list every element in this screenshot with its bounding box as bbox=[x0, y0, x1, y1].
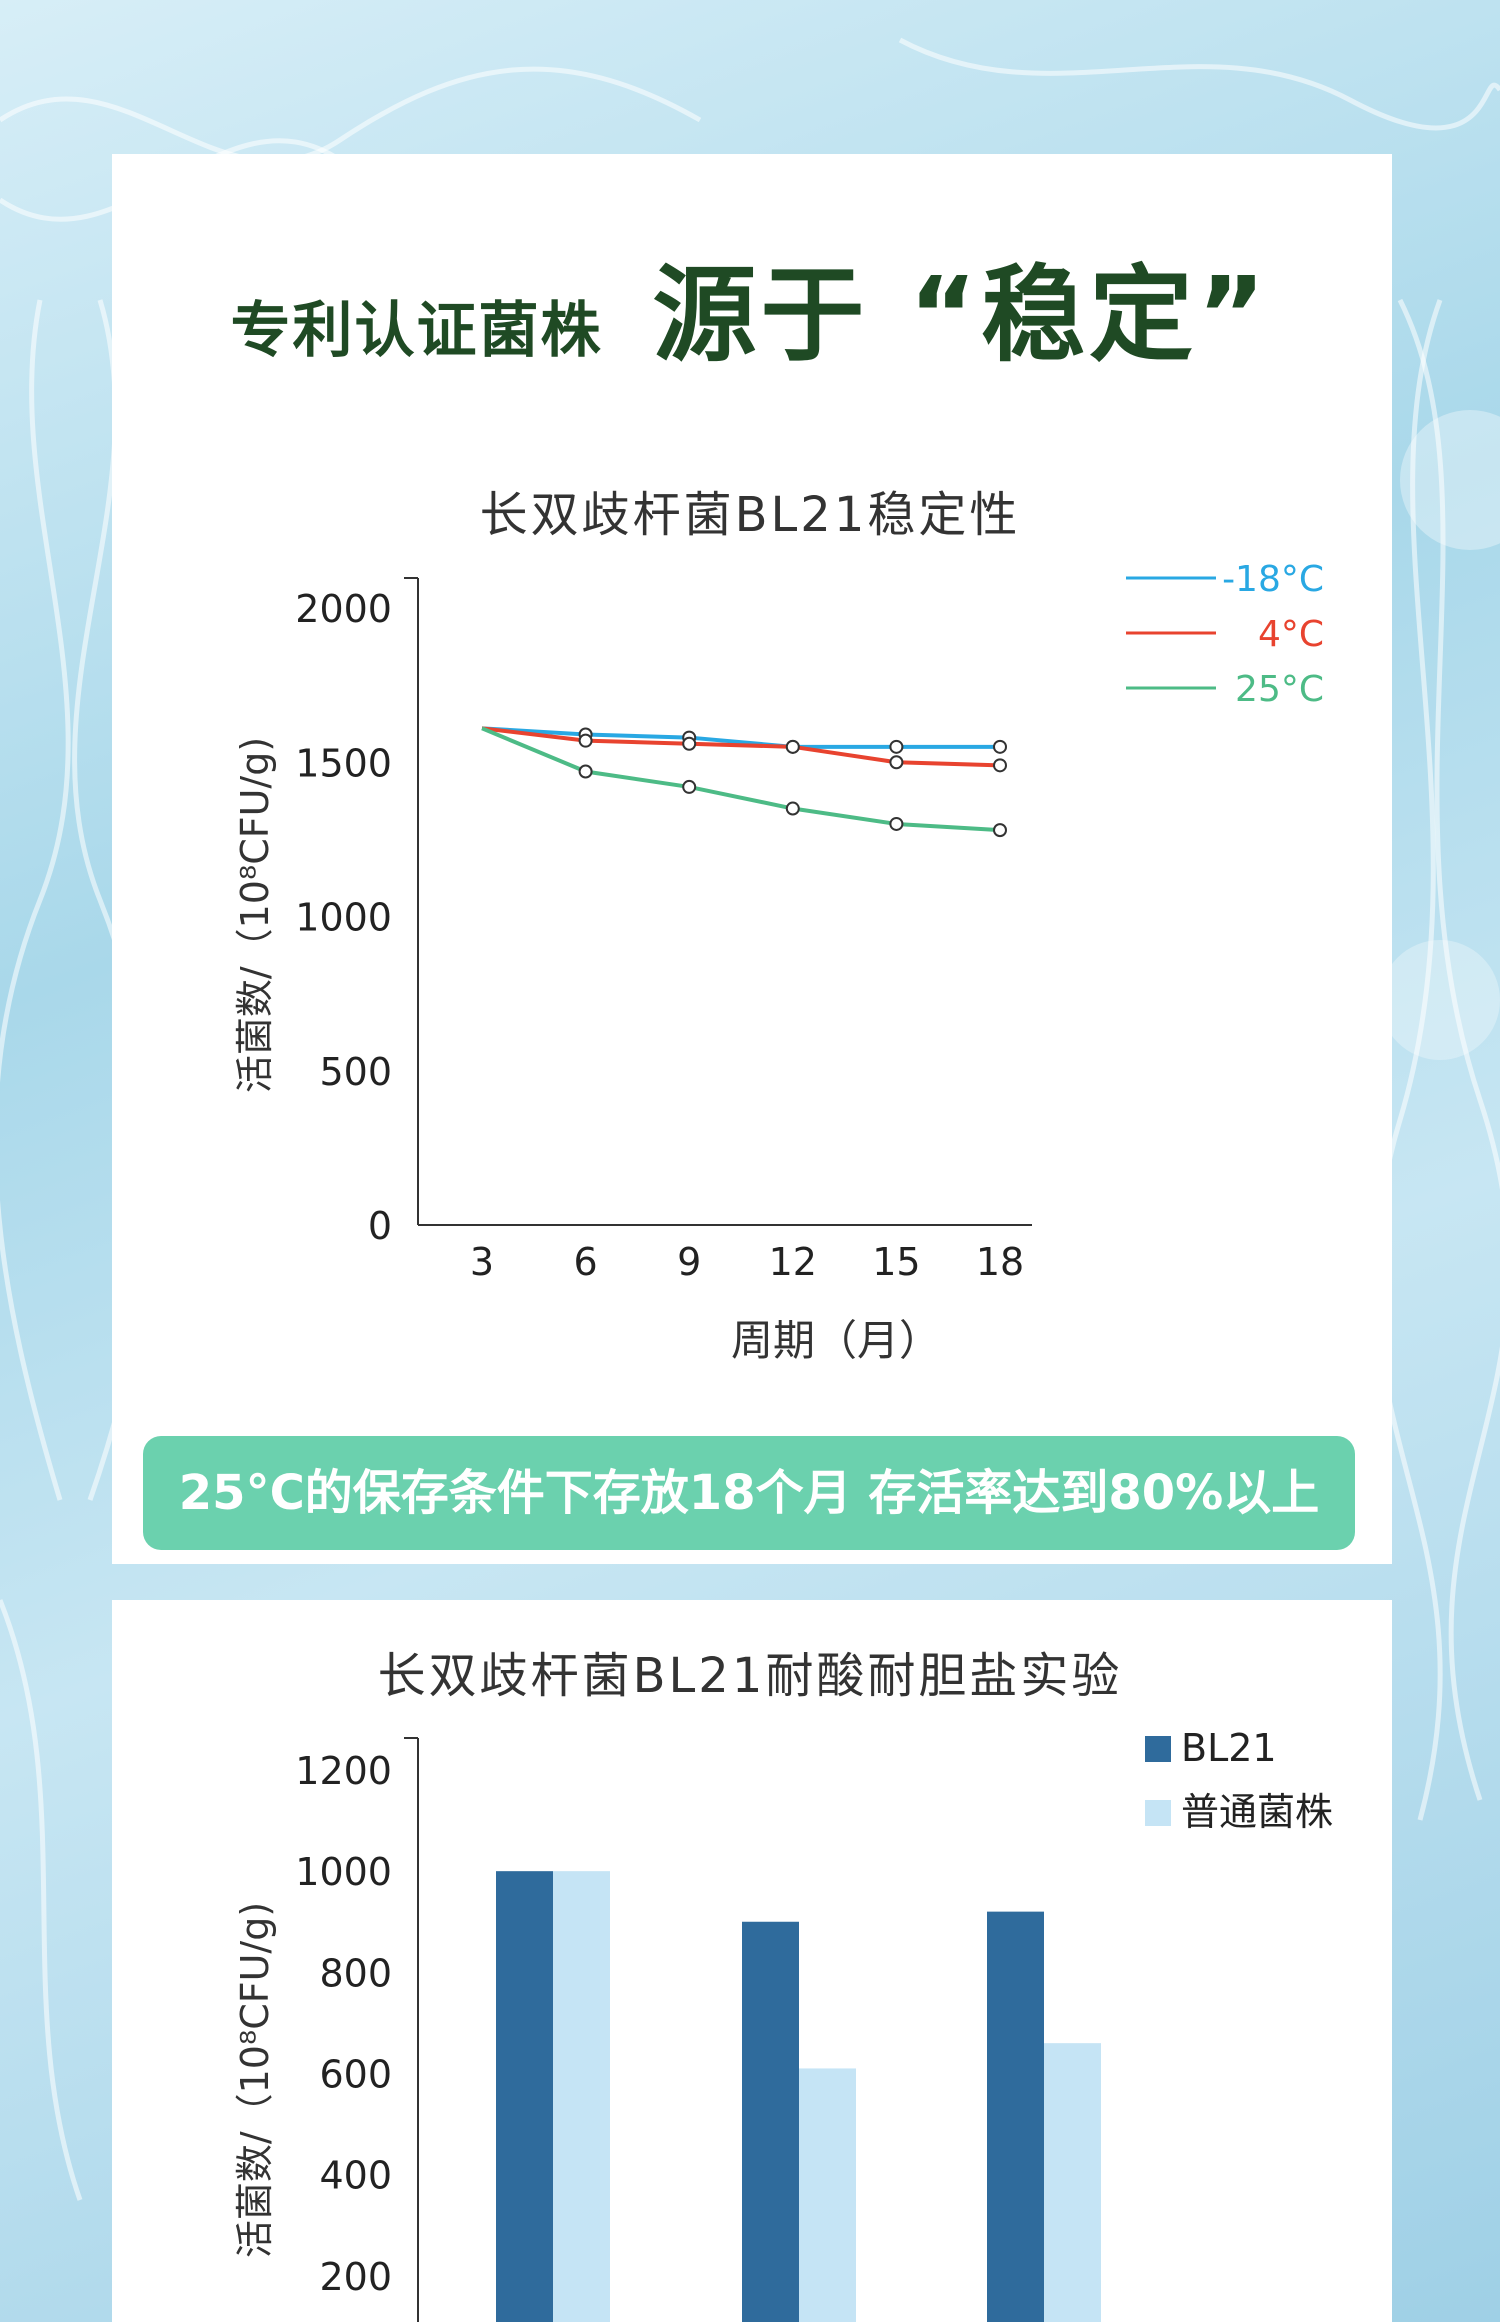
data-point bbox=[889, 755, 904, 770]
data-point bbox=[889, 816, 904, 831]
x-tick-label: 15 bbox=[872, 1240, 920, 1284]
data-point bbox=[993, 739, 1007, 754]
heading-title: 源于 “稳定” bbox=[652, 254, 1270, 376]
stability-card bbox=[112, 154, 1392, 1564]
data-point bbox=[682, 779, 697, 794]
y-tick-label: 1200 bbox=[295, 1749, 392, 1793]
x-tick-label: 12 bbox=[769, 1240, 817, 1284]
data-point bbox=[682, 736, 697, 751]
y-axis-label: 活菌数/（10⁸CFU/g) bbox=[233, 737, 277, 1093]
y-tick-label: 2000 bbox=[295, 587, 392, 631]
legend-label: 普通菌株 bbox=[1181, 1790, 1333, 1834]
legend-label: 25°C bbox=[1235, 669, 1324, 710]
x-tick-label: 18 bbox=[976, 1240, 1024, 1284]
heading-subtitle: 专利认证菌株 bbox=[230, 296, 603, 366]
bar bbox=[553, 1871, 610, 2322]
y-tick-label: 0 bbox=[368, 1204, 392, 1248]
x-tick-label: 3 bbox=[470, 1240, 494, 1284]
line-chart: 0 500 1000 1500 2000 3 6 9 12 15 18 周期（月） 活菌数/（10⁸CF… bbox=[233, 559, 1324, 1365]
bar bbox=[1044, 2043, 1101, 2322]
data-point bbox=[785, 739, 800, 754]
bar bbox=[496, 1871, 553, 2322]
data-point bbox=[578, 764, 593, 779]
legend-swatch bbox=[1145, 1736, 1171, 1762]
legend-swatch bbox=[1145, 1800, 1171, 1826]
series-line bbox=[481, 726, 1001, 768]
y-tick-label: 800 bbox=[319, 1951, 392, 1995]
legend-label: 4°C bbox=[1258, 614, 1324, 655]
x-tick-label: 9 bbox=[677, 1240, 701, 1284]
y-tick-label: 600 bbox=[319, 2053, 392, 2097]
x-axis-label: 周期（月） bbox=[731, 1316, 941, 1365]
y-tick-label: 1500 bbox=[295, 741, 392, 785]
survival-banner: 25°C的保存条件下存放18个月 存活率达到80%以上 bbox=[143, 1436, 1355, 1550]
legend-label: BL21 bbox=[1181, 1726, 1277, 1770]
y-tick-label: 1000 bbox=[295, 1850, 392, 1894]
page-heading: 专利认证菌株 源于 “稳定” bbox=[0, 230, 1500, 381]
x-tick-label: 6 bbox=[574, 1240, 598, 1284]
bar bbox=[742, 1921, 799, 2322]
data-point bbox=[889, 739, 904, 754]
y-tick-label: 1000 bbox=[295, 896, 392, 940]
bar bbox=[987, 1911, 1044, 2322]
data-point bbox=[993, 823, 1007, 838]
data-point bbox=[785, 801, 800, 816]
y-tick-label: 200 bbox=[319, 2255, 392, 2299]
series-line bbox=[481, 726, 1001, 833]
y-tick-label: 400 bbox=[319, 2154, 392, 2198]
y-tick-label: 500 bbox=[319, 1050, 392, 1094]
data-point bbox=[578, 733, 593, 748]
legend-label: -18°C bbox=[1222, 559, 1324, 600]
series-line bbox=[481, 726, 1000, 749]
data-point bbox=[993, 758, 1007, 773]
bar bbox=[799, 2068, 856, 2322]
bar-chart-title: 长双歧杆菌BL21耐酸耐胆盐实验 bbox=[377, 1648, 1123, 1704]
y-axis-label: 活菌数/（10⁸CFU/g) bbox=[233, 1902, 277, 2258]
line-chart-title: 长双歧杆菌BL21稳定性 bbox=[479, 487, 1021, 543]
